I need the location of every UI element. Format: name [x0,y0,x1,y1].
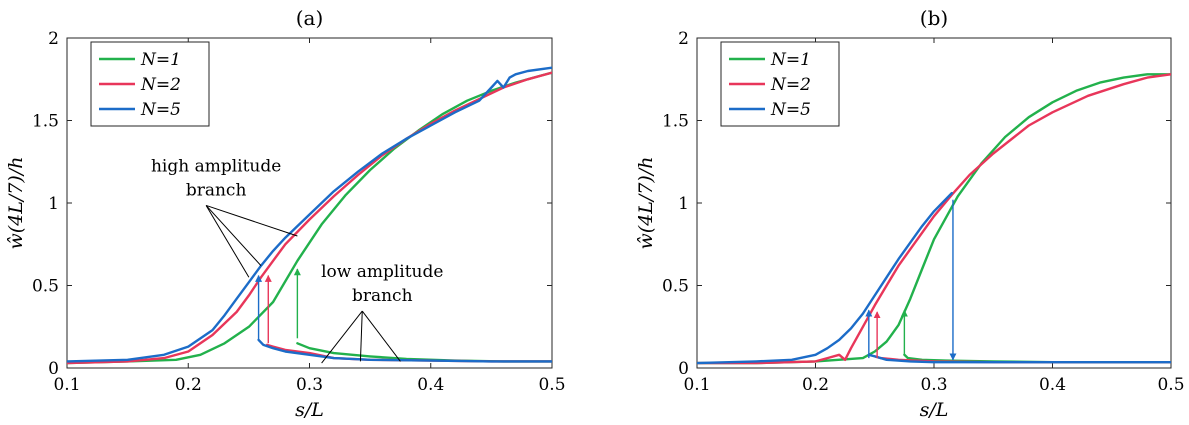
x-tick-label: 0.1 [53,375,80,395]
x-tick-label: 0.3 [296,375,323,395]
annotation-text: high amplitude [151,156,281,176]
legend-label: N=5 [770,100,811,120]
series-line-n5-seg-0 [67,66,552,363]
x-tick-label: 0.3 [920,375,947,395]
series-line-n5-seg-1 [867,353,1171,364]
annotation-pointer [205,205,250,278]
legend-label: N=5 [140,100,181,120]
x-axis-label: s/L [295,399,324,421]
series-line-n2-seg-0 [697,73,1171,365]
y-tick-label: 0.5 [32,277,59,297]
x-tick-label: 0.1 [683,375,710,395]
legend-label: N=2 [140,75,181,95]
y-tick-label: 0 [48,359,59,379]
legend-label: N=1 [140,50,181,70]
x-tick-label: 0.5 [538,375,565,395]
chart-title: (a) [296,6,324,30]
annotation-text: branch [186,180,247,200]
annotation-pointer [321,310,363,364]
annotation-text: branch [352,286,413,306]
series-line-n1-seg-0 [67,71,552,365]
annotation-pointer [205,205,262,267]
annotation-pointer [359,311,363,362]
y-tick-label: 1.5 [32,112,59,132]
legend-label: N=2 [770,75,811,95]
legend-label: N=1 [770,50,811,70]
y-tick-label: 1 [48,194,59,214]
y-axis-label: ŵ(4L/7)/h [5,157,27,250]
x-tick-label: 0.4 [1039,375,1066,395]
annotation-pointer [361,310,401,362]
x-tick-label: 0.2 [175,375,202,395]
chart-panel-a: 0.1 0.2 0.3 0.4 0.5 0 0.5 1 1.5 2 (a) s/L ŵ(4L/7)/h h… [5,6,566,421]
y-tick-label: 0 [678,359,689,379]
y-tick-label: 2 [678,29,689,49]
x-tick-label: 0.4 [417,375,444,395]
series-group [697,73,1171,365]
series-line-n5-seg-1 [257,338,552,363]
x-tick-label: 0.2 [802,375,829,395]
annotation-text: low amplitude [321,262,443,282]
series-group [67,66,552,365]
y-tick-label: 1.5 [662,112,689,132]
x-axis-label: s/L [920,399,949,421]
series-line-n1-seg-0 [697,73,1171,365]
series-line-n5-seg-0 [697,191,953,365]
annotation-pointer [205,204,298,237]
x-tick-label: 0.5 [1157,375,1184,395]
chart-title: (b) [920,6,948,30]
series-line-n2-seg-0 [67,71,552,365]
y-tick-label: 1 [678,194,689,214]
y-tick-label: 2 [48,29,59,49]
chart-panel-b: 0.1 0.2 0.3 0.4 0.5 0 0.5 1 1.5 2 (b) s/L ŵ(4L/7)/h N… [635,6,1185,421]
y-axis-label: ŵ(4L/7)/h [635,157,657,250]
y-tick-label: 0.5 [662,277,689,297]
